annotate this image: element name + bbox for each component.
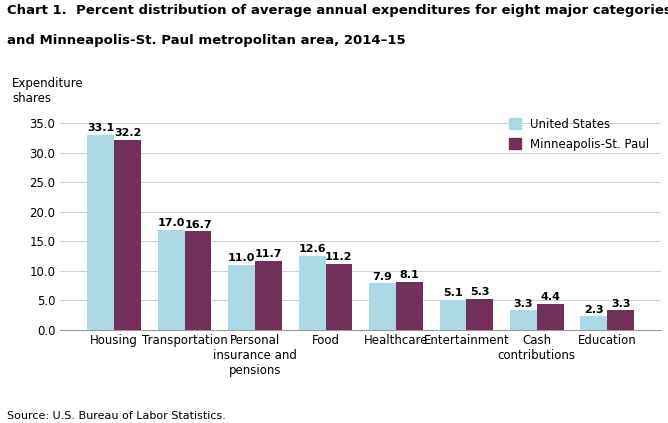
Text: 5.3: 5.3 bbox=[470, 287, 490, 297]
Text: 4.4: 4.4 bbox=[540, 292, 560, 302]
Text: 7.9: 7.9 bbox=[373, 272, 393, 282]
Bar bbox=[184, 231, 211, 330]
Text: 11.0: 11.0 bbox=[228, 253, 255, 263]
Text: 2.3: 2.3 bbox=[584, 305, 604, 315]
Bar bbox=[466, 299, 493, 330]
Bar bbox=[228, 265, 255, 330]
Bar bbox=[114, 140, 141, 330]
Bar bbox=[537, 304, 564, 330]
Bar bbox=[396, 282, 423, 330]
Text: 8.1: 8.1 bbox=[399, 270, 420, 280]
Bar bbox=[325, 264, 352, 330]
Bar bbox=[369, 283, 396, 330]
Text: 16.7: 16.7 bbox=[184, 220, 212, 230]
Bar bbox=[607, 310, 634, 330]
Legend: United States, Minneapolis-St. Paul: United States, Minneapolis-St. Paul bbox=[503, 112, 655, 157]
Text: 17.0: 17.0 bbox=[158, 218, 185, 228]
Text: 11.7: 11.7 bbox=[255, 249, 282, 259]
Bar bbox=[510, 310, 537, 330]
Bar bbox=[255, 261, 282, 330]
Text: 33.1: 33.1 bbox=[88, 123, 114, 133]
Text: 12.6: 12.6 bbox=[299, 244, 326, 254]
Bar bbox=[299, 255, 325, 330]
Text: Expenditure
shares: Expenditure shares bbox=[12, 77, 84, 104]
Bar bbox=[440, 300, 466, 330]
Text: 11.2: 11.2 bbox=[325, 252, 353, 262]
Text: Chart 1.  Percent distribution of average annual expenditures for eight major ca: Chart 1. Percent distribution of average… bbox=[7, 4, 668, 17]
Text: Source: U.S. Bureau of Labor Statistics.: Source: U.S. Bureau of Labor Statistics. bbox=[7, 411, 226, 421]
Bar bbox=[158, 230, 184, 330]
Bar bbox=[580, 316, 607, 330]
Bar bbox=[88, 135, 114, 330]
Text: and Minneapolis-St. Paul metropolitan area, 2014–15: and Minneapolis-St. Paul metropolitan ar… bbox=[7, 34, 405, 47]
Text: 3.3: 3.3 bbox=[514, 299, 533, 309]
Text: 3.3: 3.3 bbox=[611, 299, 631, 309]
Text: 32.2: 32.2 bbox=[114, 128, 141, 138]
Text: 5.1: 5.1 bbox=[443, 288, 463, 298]
